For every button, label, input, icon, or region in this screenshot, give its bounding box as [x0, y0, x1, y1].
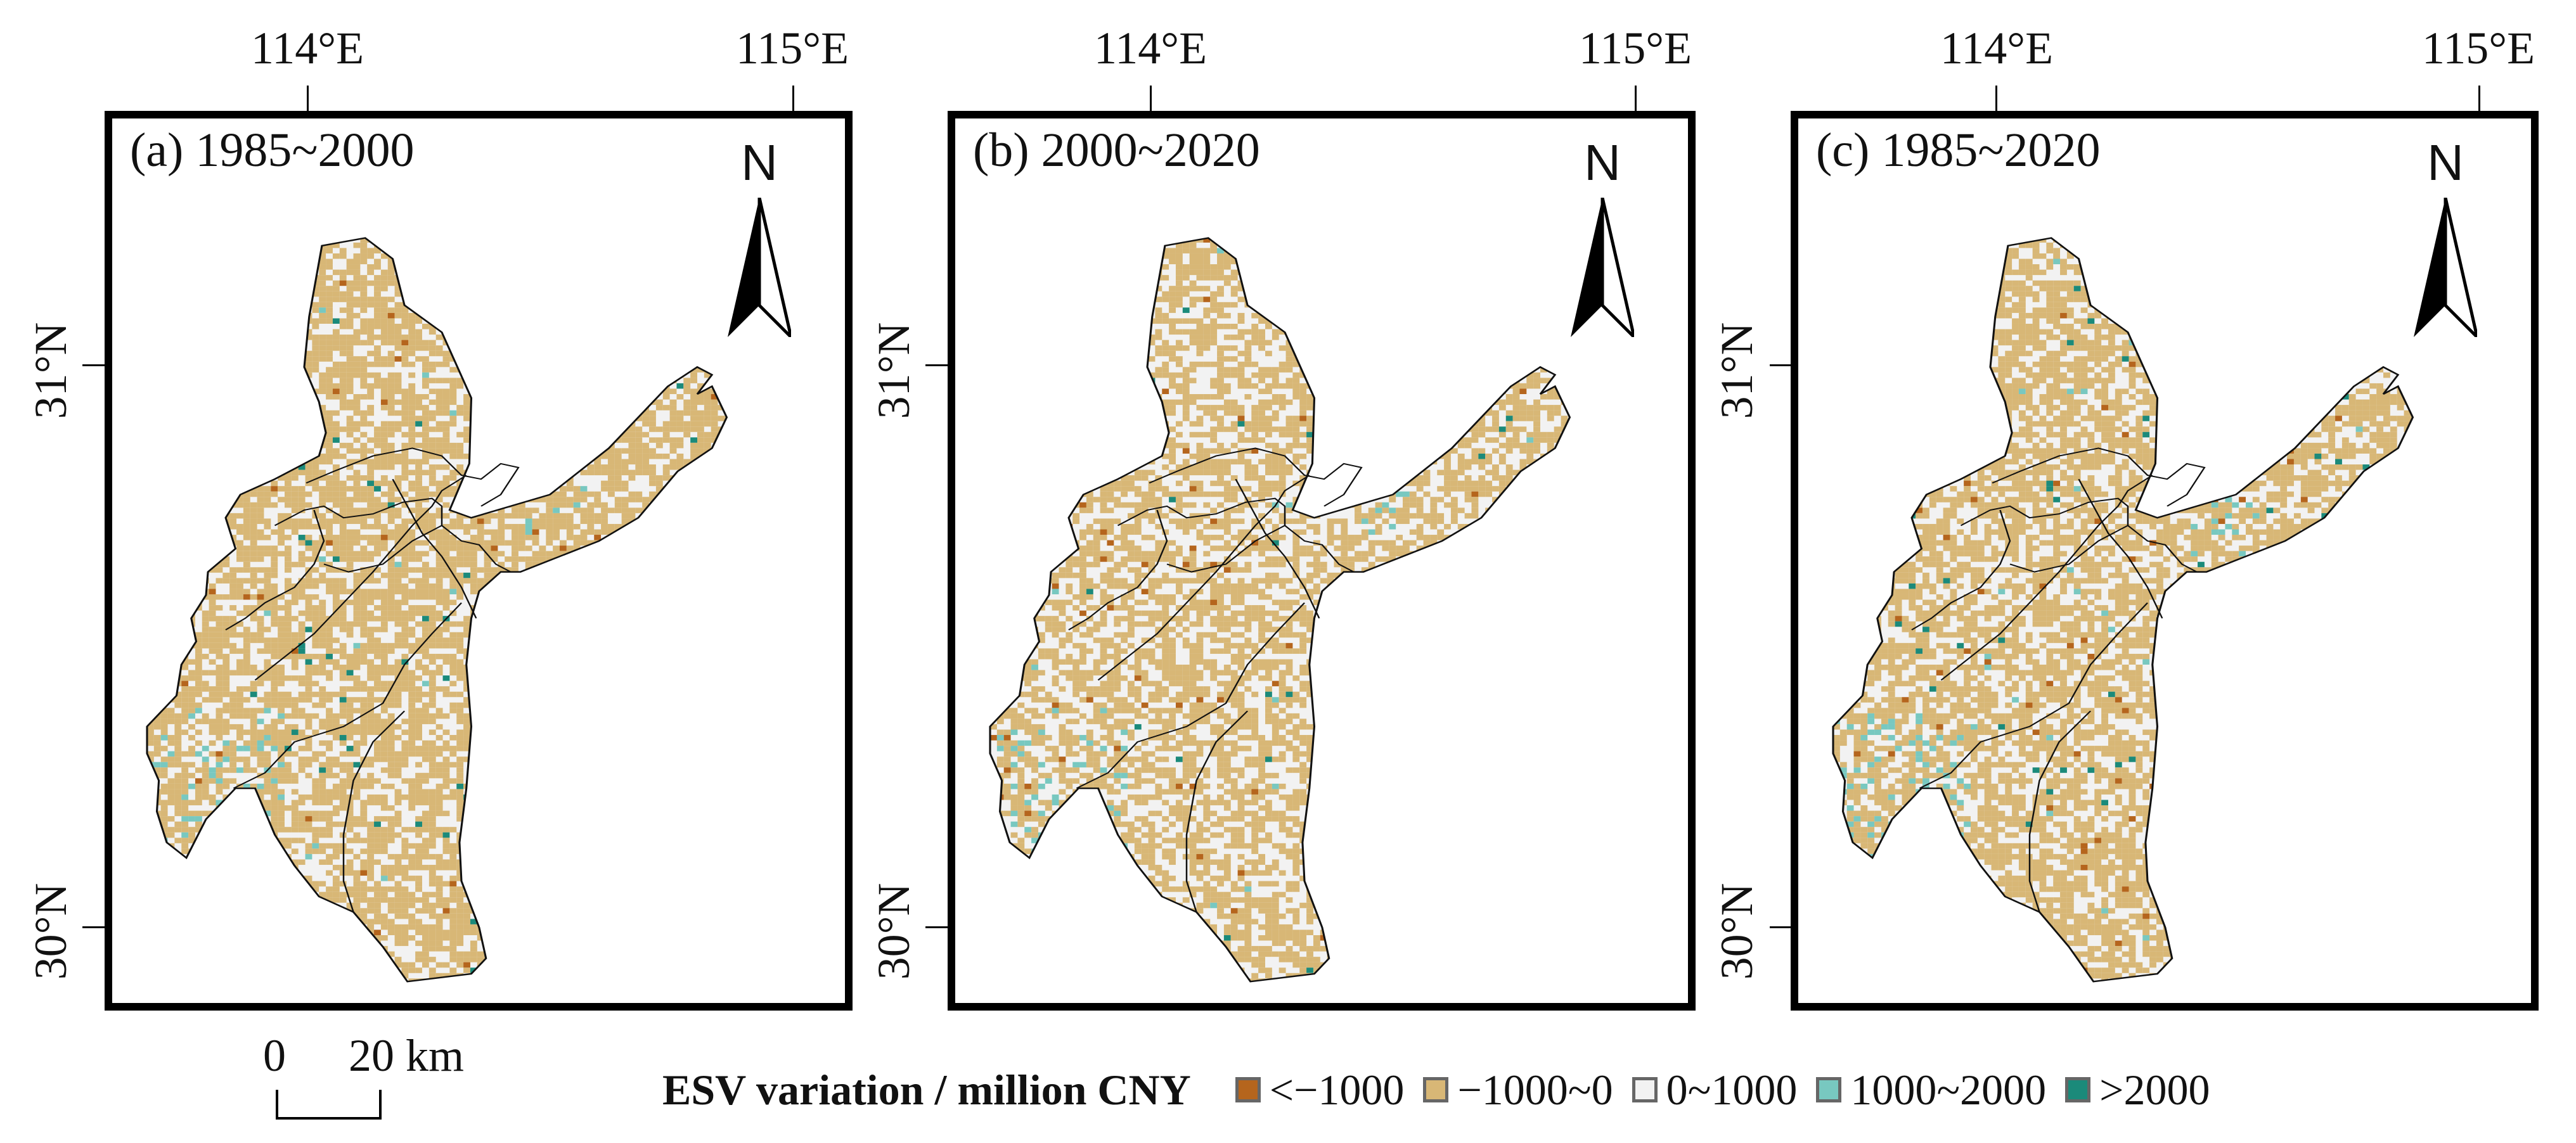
district-boundary [233, 602, 462, 789]
map-panel-c: (c) 1985~2020 N [1791, 111, 2539, 1011]
legend-swatch [1632, 1077, 1658, 1102]
legend-item-gt-2000: >2000 [2065, 1065, 2210, 1115]
district-boundary [441, 525, 512, 573]
district-boundary [1149, 447, 1363, 507]
lat-tick [1770, 364, 1795, 366]
esv-map-c [1832, 237, 2414, 983]
lat-label-30-a: 30°N [25, 883, 76, 980]
lon-label-114-a: 114°E [251, 25, 364, 71]
legend-label: 1000~2000 [1850, 1065, 2046, 1115]
scale-distance-label: 20 km [349, 1030, 464, 1082]
lon-label-115-b: 115°E [1579, 25, 1692, 71]
lon-tick [1635, 86, 1637, 111]
lat-label-30-c: 30°N [1711, 883, 1762, 980]
lat-tick [82, 926, 108, 928]
legend-swatch [1235, 1077, 1261, 1102]
river-line [254, 475, 467, 681]
scale-bar-line [276, 1090, 382, 1120]
lat-tick [82, 364, 108, 366]
district-boundary [2078, 478, 2163, 619]
lat-tick [1770, 926, 1795, 928]
lat-label-31-a: 31°N [25, 322, 76, 419]
district-boundary [1284, 525, 1355, 573]
legend-label: 0~1000 [1666, 1065, 1798, 1115]
panel-title-c: (c) 1985~2020 [1816, 126, 2100, 174]
district-boundary [306, 447, 520, 507]
legend: ESV variation / million CNY <−1000 −1000… [662, 1058, 2229, 1121]
north-arrow: N [2398, 137, 2493, 340]
lon-tick [307, 86, 309, 111]
north-arrow-icon [728, 198, 791, 337]
lat-label-31-c: 31°N [1711, 322, 1762, 419]
legend-swatch [1816, 1077, 1842, 1102]
scale-bar: 0 20 km [250, 1030, 504, 1125]
lat-label-31-b: 31°N [868, 322, 919, 419]
legend-label: >2000 [2099, 1065, 2210, 1115]
panel-title-b: (b) 2000~2020 [973, 126, 1260, 174]
map-panel-b: (b) 2000~2020 N [948, 111, 1696, 1011]
lon-label-115-a: 115°E [736, 25, 849, 71]
district-boundary [2127, 525, 2198, 573]
north-letter: N [2398, 137, 2493, 188]
legend-title: ESV variation / million CNY [662, 1065, 1191, 1115]
district-boundary [1960, 497, 2129, 573]
lon-tick [1150, 86, 1152, 111]
esv-map-a [146, 237, 728, 983]
district-boundary [1992, 447, 2206, 507]
north-arrow: N [1555, 137, 1650, 340]
district-boundary [1911, 509, 2011, 630]
legend-item-1000-2000: 1000~2000 [1816, 1065, 2046, 1115]
legend-item-lt-minus-1000: <−1000 [1235, 1065, 1405, 1115]
district-boundary [342, 710, 406, 912]
district-boundary [392, 478, 477, 619]
lat-tick [925, 926, 951, 928]
city-boundary [1832, 237, 2414, 983]
lon-tick [2478, 86, 2480, 111]
legend-swatch [1423, 1077, 1449, 1102]
city-boundary [146, 237, 728, 983]
district-boundary [1919, 602, 2148, 789]
lon-label-115-c: 115°E [2422, 25, 2535, 71]
city-boundary [989, 237, 1571, 983]
lon-tick [1995, 86, 1997, 111]
lon-tick [792, 86, 794, 111]
lat-label-30-b: 30°N [868, 883, 919, 980]
legend-item-minus-1000-0: −1000~0 [1423, 1065, 1613, 1115]
legend-item-0-1000: 0~1000 [1632, 1065, 1798, 1115]
district-boundary [2028, 710, 2092, 912]
lon-label-114-b: 114°E [1094, 25, 1207, 71]
legend-label: <−1000 [1270, 1065, 1405, 1115]
district-boundary [225, 509, 325, 630]
district-boundary [1117, 497, 1286, 573]
region-base [147, 238, 727, 982]
district-boundary [274, 497, 443, 573]
district-boundary [1076, 602, 1305, 789]
esv-map-b [989, 237, 1571, 983]
river-line [1097, 475, 1310, 681]
lon-label-114-c: 114°E [1940, 25, 2053, 71]
district-boundary [1068, 509, 1168, 630]
legend-swatch [2065, 1077, 2091, 1102]
river-line [1940, 475, 2153, 681]
north-arrow: N [712, 137, 807, 340]
north-letter: N [712, 137, 807, 188]
scale-zero-label: 0 [263, 1030, 286, 1082]
north-letter: N [1555, 137, 1650, 188]
panel-title-a: (a) 1985~2000 [130, 126, 414, 174]
district-boundary [1185, 710, 1249, 912]
north-arrow-icon [1571, 198, 1634, 337]
raster-cells [147, 238, 727, 982]
legend-label: −1000~0 [1457, 1065, 1613, 1115]
district-boundary [1235, 478, 1320, 619]
lat-tick [925, 364, 951, 366]
north-arrow-icon [2414, 198, 2477, 337]
map-panel-a: (a) 1985~2000 N [105, 111, 853, 1011]
